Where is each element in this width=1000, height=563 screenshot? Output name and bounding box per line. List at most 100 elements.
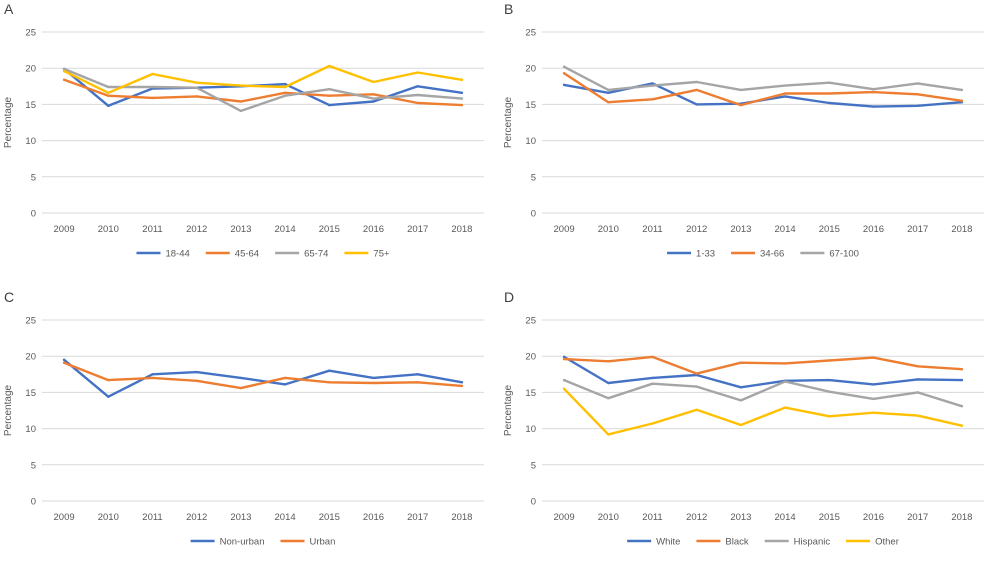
x-tick-label: 2010 bbox=[598, 512, 619, 523]
data-point bbox=[651, 376, 654, 380]
data-point bbox=[283, 376, 287, 380]
data-point bbox=[372, 376, 375, 380]
data-point bbox=[960, 368, 964, 371]
data-point bbox=[607, 396, 610, 400]
y-tick-label: 25 bbox=[525, 316, 536, 327]
legend: White Black Hispanic Other bbox=[627, 537, 899, 548]
data-point bbox=[562, 65, 566, 68]
data-point bbox=[607, 91, 610, 95]
y-tick-label: 20 bbox=[525, 352, 536, 363]
data-point bbox=[960, 424, 964, 427]
data-point bbox=[651, 355, 654, 359]
data-point bbox=[151, 373, 154, 376]
data-point bbox=[416, 85, 419, 88]
x-tick-label: 2014 bbox=[775, 512, 796, 523]
y-tick-label: 0 bbox=[531, 497, 536, 508]
data-point bbox=[372, 80, 375, 84]
data-point bbox=[562, 387, 566, 390]
data-point bbox=[739, 423, 743, 427]
y-axis-label: Percentage bbox=[503, 384, 514, 436]
legend-label: Hispanic bbox=[794, 537, 831, 548]
x-tick-label: 2018 bbox=[451, 512, 472, 523]
data-point bbox=[828, 378, 831, 382]
x-tick-label: 2012 bbox=[186, 512, 207, 523]
data-point bbox=[328, 87, 331, 91]
data-point bbox=[872, 397, 875, 401]
data-point bbox=[195, 95, 198, 98]
data-point bbox=[372, 100, 375, 103]
x-tick-label: 2013 bbox=[730, 224, 751, 235]
series-line-67-100 bbox=[562, 65, 964, 92]
legend: 18-44 45-64 65-74 75+ bbox=[136, 249, 390, 260]
data-point bbox=[283, 82, 287, 86]
data-point bbox=[960, 99, 964, 102]
y-tick-label: 5 bbox=[531, 172, 536, 183]
y-tick-label: 15 bbox=[25, 100, 36, 111]
data-point bbox=[151, 96, 154, 100]
data-point bbox=[783, 380, 787, 383]
data-point bbox=[562, 72, 566, 75]
data-point bbox=[62, 78, 66, 81]
x-tick-label: 2015 bbox=[319, 224, 340, 235]
chart-svg: D 0 5 10 15 20 25 Percentage 2009 2010 2011 2012 201… bbox=[503, 289, 984, 548]
data-point bbox=[460, 78, 464, 81]
data-point bbox=[283, 383, 287, 386]
data-point bbox=[739, 361, 743, 364]
y-tick-label: 0 bbox=[31, 209, 36, 220]
data-point bbox=[460, 384, 464, 388]
data-point bbox=[62, 358, 66, 362]
data-point bbox=[607, 101, 610, 104]
data-point bbox=[328, 64, 331, 68]
x-tick-label: 2015 bbox=[819, 512, 840, 523]
data-point bbox=[151, 72, 154, 76]
data-point bbox=[239, 386, 243, 390]
data-point bbox=[739, 386, 743, 389]
data-point bbox=[916, 414, 919, 417]
x-tick-label: 2010 bbox=[98, 512, 119, 523]
legend-label: 18-44 bbox=[165, 249, 189, 260]
data-point bbox=[783, 84, 787, 87]
data-point bbox=[62, 361, 66, 364]
data-point bbox=[916, 365, 919, 368]
data-point bbox=[283, 94, 287, 97]
data-point bbox=[107, 94, 110, 97]
series-line-75- bbox=[62, 64, 464, 95]
data-point bbox=[460, 103, 464, 107]
x-tick-label: 2009 bbox=[54, 224, 75, 235]
x-tick-label: 2013 bbox=[230, 512, 251, 523]
data-point bbox=[872, 105, 875, 108]
panel-letter: D bbox=[504, 289, 514, 305]
y-tick-label: 20 bbox=[25, 352, 36, 363]
data-point bbox=[416, 373, 419, 376]
data-point bbox=[872, 87, 875, 91]
data-point bbox=[372, 381, 375, 385]
data-point bbox=[62, 69, 66, 73]
x-tick-label: 2011 bbox=[642, 224, 662, 235]
series-line-urban bbox=[62, 361, 464, 390]
data-point bbox=[372, 93, 375, 96]
data-point bbox=[195, 86, 198, 89]
data-point bbox=[416, 93, 419, 97]
data-point bbox=[607, 88, 610, 92]
y-tick-label: 20 bbox=[25, 64, 36, 75]
y-tick-label: 5 bbox=[31, 172, 36, 183]
data-point bbox=[562, 83, 566, 87]
chart-panel-a: A 0 5 10 15 20 25 Percentage 2009 2010 2011 2012 201… bbox=[0, 0, 500, 275]
series-line-white bbox=[562, 355, 964, 389]
data-point bbox=[239, 376, 243, 380]
data-point bbox=[872, 383, 875, 386]
y-tick-label: 15 bbox=[25, 388, 36, 399]
legend-label: 45-64 bbox=[235, 249, 259, 260]
data-point bbox=[562, 355, 566, 359]
data-point bbox=[739, 399, 743, 402]
y-tick-label: 25 bbox=[525, 28, 536, 39]
data-point bbox=[460, 97, 464, 100]
x-tick-label: 2012 bbox=[686, 512, 707, 523]
legend-label: Other bbox=[875, 537, 899, 548]
series-line-45-64 bbox=[62, 78, 464, 107]
data-point bbox=[783, 95, 787, 98]
data-point bbox=[107, 91, 110, 95]
x-tick-label: 2011 bbox=[142, 512, 162, 523]
chart-svg: B 0 5 10 15 20 25 Percentage 2009 2010 2011 2012 201… bbox=[503, 1, 984, 260]
data-point bbox=[651, 82, 654, 85]
